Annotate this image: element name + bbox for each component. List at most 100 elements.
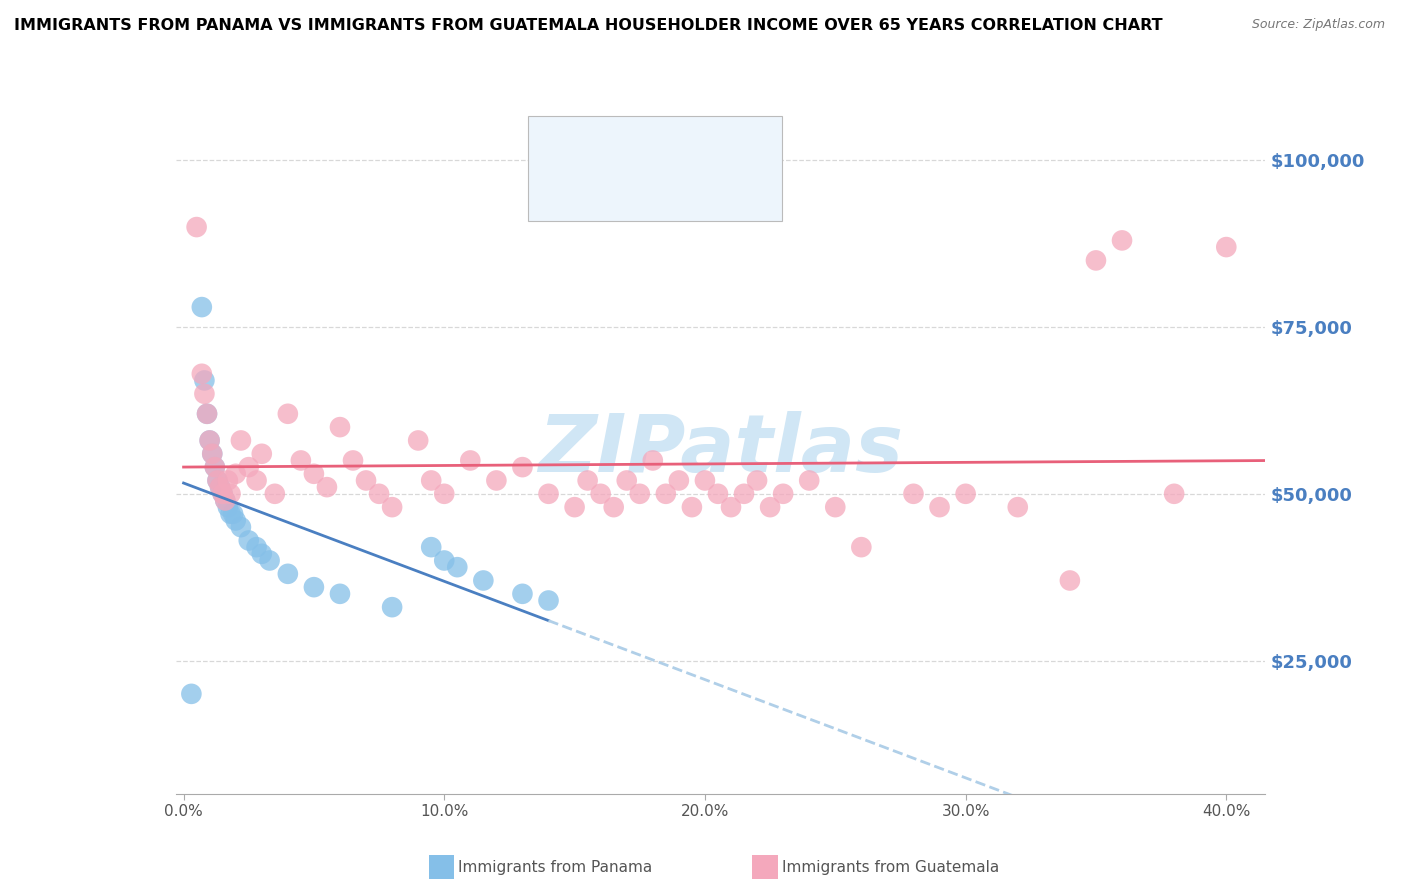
Point bbox=[446, 560, 468, 574]
Point bbox=[250, 447, 273, 461]
Point bbox=[198, 434, 221, 448]
Point bbox=[217, 500, 239, 515]
Point bbox=[207, 474, 229, 488]
Point bbox=[381, 500, 404, 515]
Point bbox=[342, 453, 364, 467]
Point bbox=[928, 500, 950, 515]
Point bbox=[616, 474, 638, 488]
Point bbox=[720, 500, 742, 515]
Text: R =  0.014   N = 64: R = 0.014 N = 64 bbox=[582, 183, 755, 197]
Point bbox=[460, 453, 482, 467]
Point bbox=[191, 300, 214, 314]
Point bbox=[485, 474, 508, 488]
Point bbox=[851, 540, 873, 554]
Point bbox=[219, 507, 242, 521]
Point bbox=[824, 500, 846, 515]
Point bbox=[628, 487, 651, 501]
Point bbox=[245, 540, 267, 554]
Point bbox=[250, 547, 273, 561]
Point bbox=[263, 487, 285, 501]
Point bbox=[512, 587, 534, 601]
Point bbox=[201, 447, 224, 461]
Point bbox=[1084, 253, 1107, 268]
Text: IMMIGRANTS FROM PANAMA VS IMMIGRANTS FROM GUATEMALA HOUSEHOLDER INCOME OVER 65 Y: IMMIGRANTS FROM PANAMA VS IMMIGRANTS FRO… bbox=[14, 18, 1163, 33]
Point bbox=[229, 520, 252, 534]
Point bbox=[381, 600, 404, 615]
Point bbox=[277, 566, 299, 581]
Text: Immigrants from Panama: Immigrants from Panama bbox=[458, 860, 652, 874]
Point bbox=[1007, 500, 1029, 515]
Point bbox=[211, 487, 233, 501]
Point bbox=[537, 487, 560, 501]
Point bbox=[759, 500, 782, 515]
Point bbox=[564, 500, 586, 515]
Point bbox=[214, 493, 236, 508]
Point bbox=[211, 487, 233, 501]
Point bbox=[668, 474, 690, 488]
Point bbox=[193, 386, 215, 401]
Point bbox=[290, 453, 312, 467]
Point bbox=[198, 434, 221, 448]
Point bbox=[955, 487, 977, 501]
Point bbox=[238, 460, 260, 475]
Point bbox=[707, 487, 730, 501]
Point bbox=[316, 480, 339, 494]
Point bbox=[204, 460, 226, 475]
Point bbox=[433, 553, 456, 567]
Point bbox=[225, 513, 247, 527]
Point bbox=[576, 474, 599, 488]
Point bbox=[329, 587, 352, 601]
Text: ZIPatlas: ZIPatlas bbox=[538, 411, 903, 490]
Point bbox=[191, 367, 214, 381]
Point bbox=[217, 474, 239, 488]
Point bbox=[180, 687, 202, 701]
Point bbox=[1059, 574, 1081, 588]
Point bbox=[219, 487, 242, 501]
Point bbox=[655, 487, 678, 501]
Point bbox=[204, 460, 226, 475]
Point bbox=[201, 447, 224, 461]
Point bbox=[641, 453, 664, 467]
Point bbox=[195, 407, 218, 421]
Point bbox=[772, 487, 794, 501]
Point bbox=[512, 460, 534, 475]
Point bbox=[1215, 240, 1237, 254]
Point bbox=[1163, 487, 1185, 501]
Point bbox=[225, 467, 247, 481]
Point bbox=[420, 540, 443, 554]
Point bbox=[681, 500, 703, 515]
Point bbox=[733, 487, 755, 501]
Point bbox=[229, 434, 252, 448]
Point bbox=[406, 434, 429, 448]
Point bbox=[537, 593, 560, 607]
Point bbox=[302, 467, 325, 481]
Text: Immigrants from Guatemala: Immigrants from Guatemala bbox=[782, 860, 1000, 874]
Point bbox=[354, 474, 377, 488]
Point bbox=[193, 374, 215, 388]
Point bbox=[368, 487, 391, 501]
Point bbox=[1111, 234, 1133, 248]
Point bbox=[302, 580, 325, 594]
Point bbox=[222, 507, 245, 521]
Point bbox=[195, 407, 218, 421]
Point bbox=[602, 500, 624, 515]
Point bbox=[693, 474, 716, 488]
Point bbox=[214, 493, 236, 508]
Point bbox=[799, 474, 821, 488]
Text: R = -0.291   N = 30: R = -0.291 N = 30 bbox=[582, 144, 755, 159]
Point bbox=[209, 480, 232, 494]
Point bbox=[186, 220, 208, 235]
Point bbox=[238, 533, 260, 548]
Point bbox=[589, 487, 612, 501]
Point bbox=[420, 474, 443, 488]
Point bbox=[433, 487, 456, 501]
Point bbox=[207, 474, 229, 488]
Point bbox=[903, 487, 925, 501]
Point bbox=[329, 420, 352, 434]
Point bbox=[277, 407, 299, 421]
Point bbox=[209, 480, 232, 494]
Point bbox=[745, 474, 768, 488]
Text: Source: ZipAtlas.com: Source: ZipAtlas.com bbox=[1251, 18, 1385, 31]
Point bbox=[472, 574, 495, 588]
Point bbox=[245, 474, 267, 488]
